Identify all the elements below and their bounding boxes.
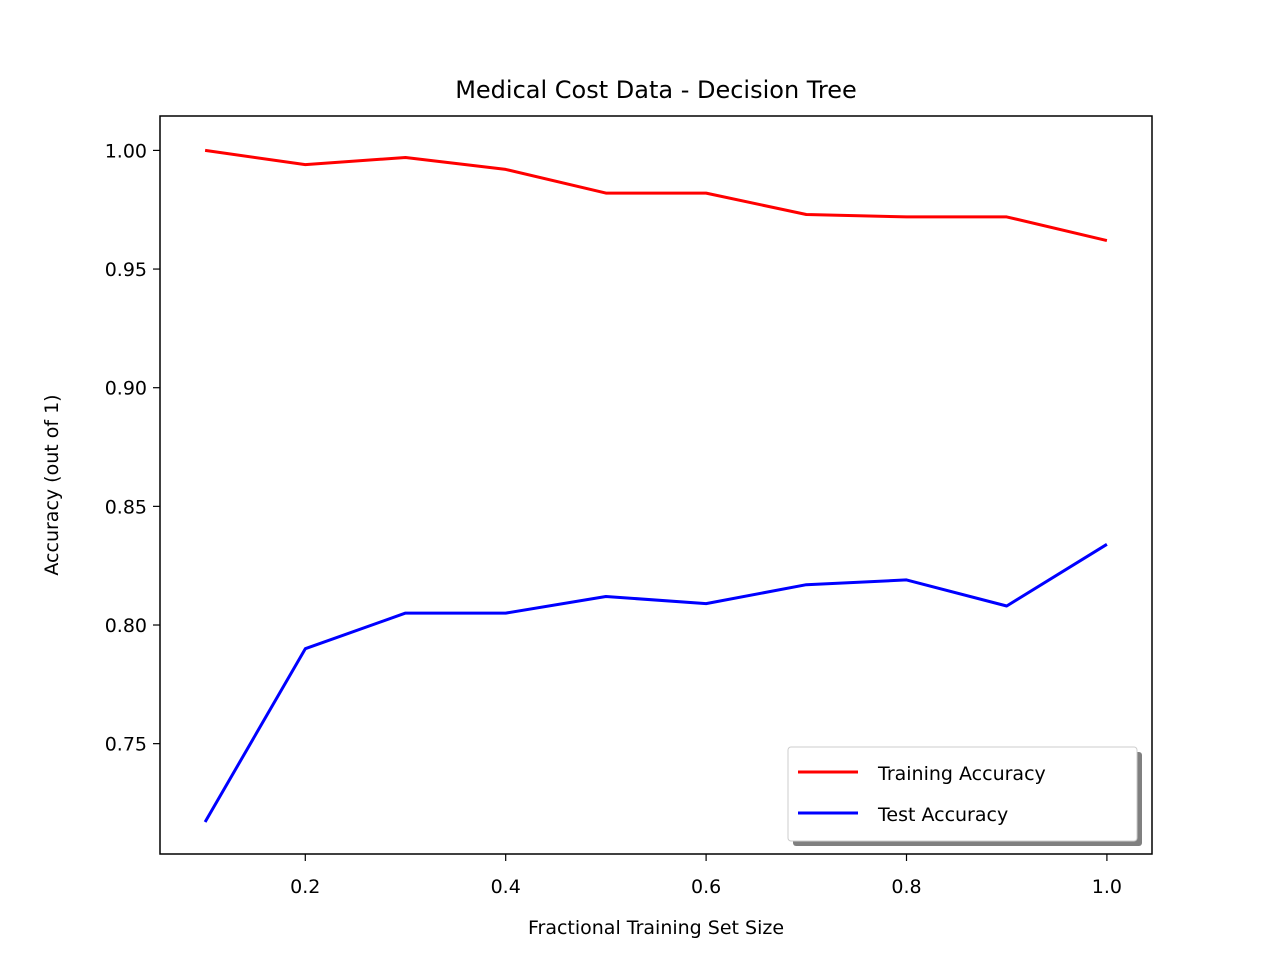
y-tick-label: 0.95 <box>105 259 147 281</box>
y-tick-label: 0.85 <box>105 496 147 518</box>
y-tick-label: 0.75 <box>105 734 147 756</box>
series-lines <box>203 148 1108 823</box>
legend-label-test: Test Accuracy <box>877 804 1008 826</box>
plot-frame <box>159 115 1153 855</box>
legend-label-training: Training Accuracy <box>877 763 1046 785</box>
x-axis-ticks: 0.2 0.4 0.6 0.8 1.0 <box>290 854 1122 898</box>
legend-box <box>787 746 1138 842</box>
y-tick-label: 0.90 <box>105 378 147 400</box>
y-tick-label: 0.80 <box>105 615 147 637</box>
x-tick-label: 0.6 <box>691 876 721 898</box>
y-tick-label: 1.00 <box>105 140 147 162</box>
x-tick-label: 1.0 <box>1092 876 1122 898</box>
y-axis-label: Accuracy (out of 1) <box>41 394 63 575</box>
x-axis-label: Fractional Training Set Size <box>528 917 784 939</box>
series-line-test <box>203 543 1108 823</box>
x-tick-label: 0.2 <box>290 876 320 898</box>
series-line-training <box>204 148 1108 243</box>
y-axis-ticks: 0.75 0.80 0.85 0.90 0.95 1.00 <box>105 140 160 756</box>
x-tick-label: 0.8 <box>891 876 921 898</box>
x-tick-label: 0.4 <box>491 876 521 898</box>
chart-title: Medical Cost Data - Decision Tree <box>455 76 857 104</box>
legend: Training Accuracy Test Accuracy <box>787 746 1142 846</box>
